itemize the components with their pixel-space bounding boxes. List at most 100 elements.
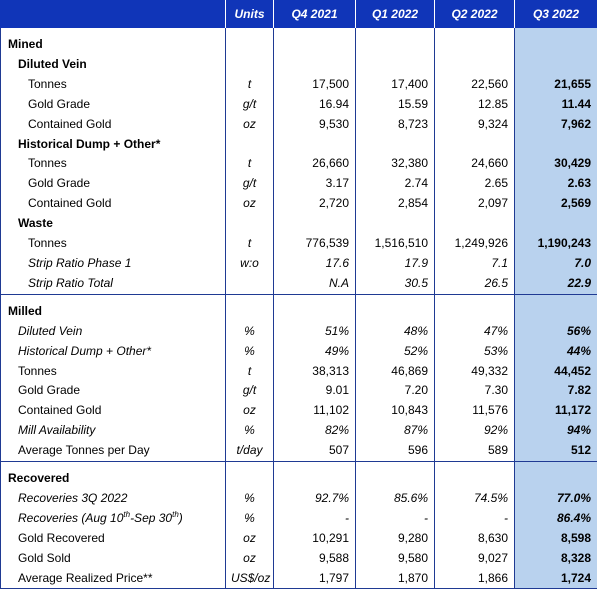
value-cell: 1,870 [355,568,435,590]
value-cell-current: 56% [514,321,597,342]
value-cell-current: 21,655 [514,74,597,95]
table-row: Gold Recovered oz 10,291 9,280 8,630 8,598 [0,528,597,549]
table-row: Gold Grade g/t 9.01 7.20 7.30 7.82 [0,381,597,402]
value-cell [273,35,356,55]
value-cell: 74.5% [434,488,515,509]
spacer-row [0,461,597,470]
table-row: Gold Sold oz 9,588 9,580 9,027 8,328 [0,548,597,569]
value-cell: 47% [434,321,515,342]
value-cell-current: 77.0% [514,488,597,509]
value-cell [434,35,515,55]
spacer-cell [225,293,274,302]
value-cell-current: 8,598 [514,528,597,549]
header-units: Units [225,0,274,28]
value-cell: 92.7% [273,488,356,509]
section-row: Mined [0,35,597,55]
row-unit: % [225,488,274,509]
value-cell: 7.1 [434,253,515,274]
row-label: Tonnes [0,234,226,254]
value-cell: 1,866 [434,568,515,590]
row-label: Diluted Vein [0,321,226,342]
value-cell: 17.9 [355,253,435,274]
value-cell [355,35,435,55]
row-label: Gold Grade [0,94,226,115]
table-row: Historical Dump + Other*% 49% 52% 53% 44% [0,341,597,362]
row-unit: t/day [225,441,274,462]
row-unit [225,301,274,322]
spacer-cell [355,461,435,470]
row-label: Strip Ratio Total [0,273,226,295]
subsection-row: Historical Dump + Other* [0,134,597,155]
row-unit: % [225,321,274,342]
value-cell: 9,588 [273,548,356,569]
value-cell-current: 2,569 [514,194,597,215]
table-row: Recoveries 3Q 2022% 92.7% 85.6% 74.5% 77.0% [0,488,597,509]
value-cell: 87% [355,421,435,442]
value-cell-current [514,134,597,155]
row-unit [225,35,274,55]
value-cell: 51% [273,321,356,342]
value-cell-current: 7.82 [514,381,597,402]
value-cell: 16.94 [273,94,356,115]
row-unit: oz [225,114,274,135]
value-cell: 1,797 [273,568,356,590]
spacer-cell [434,28,515,35]
row-unit: t [225,74,274,95]
value-cell: 8,630 [434,528,515,549]
spacer-cell [355,293,435,302]
value-cell-current: 8,328 [514,548,597,569]
spacer-cell [0,461,226,470]
value-cell: 9,027 [434,548,515,569]
value-cell: 507 [273,441,356,462]
spacer-cell [434,461,515,470]
table-body: Mined Diluted Vein Tonnes t 17,500 17,400 22,5… [0,28,597,590]
spacer-cell [225,461,274,470]
value-cell [355,301,435,322]
value-cell-current [514,35,597,55]
value-cell-current: 11,172 [514,401,597,422]
row-label: Gold Sold [0,548,226,569]
row-label: Contained Gold [0,194,226,215]
row-unit: w:o [225,253,274,274]
row-label: Strip Ratio Phase 1 [0,253,226,274]
value-cell-current: 7,962 [514,114,597,135]
value-cell: 52% [355,341,435,362]
value-cell: 82% [273,421,356,442]
value-cell: 26,660 [273,154,356,175]
value-cell [273,134,356,155]
header-period: Q1 2022 [355,0,435,28]
value-cell: 15.59 [355,94,435,115]
value-cell: 11,102 [273,401,356,422]
value-cell-current [514,469,597,489]
section-row: Recovered [0,469,597,489]
header-period: Q4 2021 [273,0,356,28]
value-cell: 11,576 [434,401,515,422]
value-cell: 9,280 [355,528,435,549]
table-row: Mill Availability% 82% 87% 92% 94% [0,421,597,442]
value-cell-current: 2.63 [514,174,597,195]
row-unit [225,214,274,235]
value-cell [355,214,435,235]
value-cell: 7.20 [355,381,435,402]
table-row: Strip Ratio Phase 1 w:o 17.6 17.9 7.1 7.0 [0,253,597,274]
row-unit [225,469,274,489]
value-cell [273,214,356,235]
table-row: Average Tonnes per Day t/day 507 596 589 512 [0,441,597,462]
row-label: Milled [0,301,226,322]
value-cell-current: 94% [514,421,597,442]
spacer-cell [434,293,515,302]
row-unit: oz [225,401,274,422]
value-cell: 2,097 [434,194,515,215]
value-cell: - [434,508,515,529]
value-cell [355,134,435,155]
row-label: Tonnes [0,154,226,175]
value-cell-current: 44,452 [514,361,597,382]
value-cell: 92% [434,421,515,442]
value-cell: 8,723 [355,114,435,135]
row-label: Average Tonnes per Day [0,441,226,462]
row-label: Gold Grade [0,381,226,402]
row-unit: t [225,154,274,175]
row-label: Gold Recovered [0,528,226,549]
value-cell: 2,720 [273,194,356,215]
